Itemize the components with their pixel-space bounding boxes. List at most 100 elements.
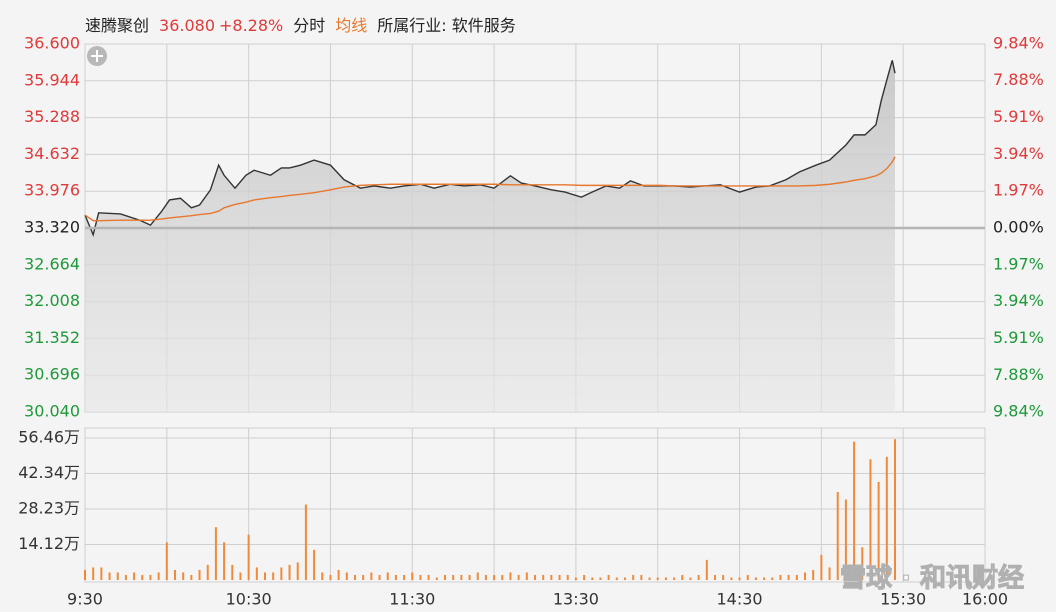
volume-bar xyxy=(223,542,226,580)
volume-bar xyxy=(664,577,667,580)
volume-bar xyxy=(493,574,496,580)
volume-bar xyxy=(370,572,373,580)
legend-average[interactable]: 均线 xyxy=(335,16,368,35)
volume-bar xyxy=(255,567,258,580)
volume-bar xyxy=(174,569,176,580)
volume-bar xyxy=(844,499,847,580)
volume-tick-label: 56.46万 xyxy=(18,428,80,447)
y-tick-label: 33.320 xyxy=(24,218,80,237)
volume-bar xyxy=(738,577,741,580)
volume-bar xyxy=(435,577,438,580)
volume-bar xyxy=(108,572,111,580)
price-area xyxy=(85,60,895,413)
volume-bar xyxy=(247,534,250,580)
y-tick-label: 30.040 xyxy=(24,402,80,421)
y-tick-label: 30.696 xyxy=(24,365,80,384)
change-pct: +8.28% xyxy=(219,16,284,35)
volume-bar xyxy=(100,567,103,580)
x-tick-label: 9:30 xyxy=(67,590,103,609)
volume-bar xyxy=(656,577,659,580)
volume-bar xyxy=(411,572,414,580)
volume-bar xyxy=(354,574,356,580)
volume-bar xyxy=(378,574,381,580)
volume-bar xyxy=(869,459,872,580)
volume-bar xyxy=(165,542,168,580)
volume-bar xyxy=(394,574,397,580)
volume-bar xyxy=(149,574,152,580)
volume-bar xyxy=(239,572,242,580)
volume-bar xyxy=(386,572,389,580)
volume-bar xyxy=(534,574,536,580)
y-tick-label: 36.600 xyxy=(24,34,80,53)
volume-bar xyxy=(329,574,332,580)
volume-bar xyxy=(362,574,365,580)
volume-bar xyxy=(746,574,749,580)
volume-bar xyxy=(574,577,577,580)
volume-bar xyxy=(403,574,406,580)
volume-bar xyxy=(116,572,119,580)
volume-bar xyxy=(525,572,528,580)
volume-tick-label: 14.12万 xyxy=(18,534,80,553)
legend-price[interactable]: 分时 xyxy=(293,16,326,35)
volume-bar xyxy=(206,564,209,580)
volume-bar xyxy=(296,562,299,580)
y2-tick-label: 1.97% xyxy=(993,254,1044,273)
volume-bar xyxy=(714,574,716,580)
volume-bar xyxy=(337,569,340,580)
volume-tick-label: 42.34万 xyxy=(18,463,80,482)
y-tick-label: 33.976 xyxy=(24,181,80,200)
volume-bar xyxy=(771,577,774,580)
volume-bar xyxy=(157,572,160,580)
volume-bar xyxy=(141,574,144,580)
volume-bar xyxy=(190,574,193,580)
volume-bar xyxy=(787,574,790,580)
volume-bar xyxy=(754,577,757,580)
volume-bar xyxy=(591,577,594,580)
volume-bar xyxy=(730,577,733,580)
y-tick-label: 31.352 xyxy=(24,328,80,347)
volume-bar xyxy=(542,574,545,580)
volume-bar xyxy=(313,549,316,580)
volume-bar xyxy=(427,574,430,580)
volume-bar xyxy=(304,504,307,580)
volume-bar xyxy=(566,574,569,580)
volume-bar xyxy=(550,574,553,580)
volume-bar xyxy=(640,574,643,580)
industry: 所属行业: 软件服务 xyxy=(377,16,516,35)
volume-tick-label: 28.23万 xyxy=(18,499,80,518)
volume-bar xyxy=(607,574,610,580)
y2-tick-label: 0.00% xyxy=(993,218,1044,237)
y-tick-label: 35.944 xyxy=(24,70,80,89)
y-tick-label: 34.632 xyxy=(24,144,80,163)
y2-tick-label: 5.91% xyxy=(993,328,1044,347)
volume-bar xyxy=(517,574,520,580)
volume-bar xyxy=(705,559,708,580)
volume-bar xyxy=(272,572,275,580)
volume-bar xyxy=(599,577,602,580)
zoom-button[interactable] xyxy=(87,46,107,66)
volume-bar xyxy=(419,574,422,580)
volume-bar xyxy=(501,574,504,580)
volume-bar xyxy=(624,577,626,580)
stock-name: 速腾聚创 xyxy=(85,16,150,35)
volume-bar xyxy=(828,567,831,580)
volume-bar xyxy=(812,569,815,580)
volume-bar xyxy=(124,574,127,580)
volume-bar xyxy=(885,456,888,580)
volume-bar xyxy=(853,441,856,580)
volume-bar xyxy=(689,577,692,580)
volume-bar xyxy=(484,574,487,580)
y2-tick-label: 3.94% xyxy=(993,144,1044,163)
volume-bar xyxy=(509,572,512,580)
volume-bar xyxy=(615,577,618,580)
y-tick-label: 35.288 xyxy=(24,107,80,126)
y2-tick-label: 9.84% xyxy=(993,34,1044,53)
watermark: 雪球 · 和讯财经 xyxy=(840,563,1024,594)
volume-bar xyxy=(648,577,651,580)
x-tick-label: 16:00 xyxy=(962,590,1008,609)
y-tick-label: 32.008 xyxy=(24,291,80,310)
x-tick-label: 10:30 xyxy=(226,590,272,609)
y-tick-label: 32.664 xyxy=(24,254,80,273)
volume-bar xyxy=(92,567,95,580)
